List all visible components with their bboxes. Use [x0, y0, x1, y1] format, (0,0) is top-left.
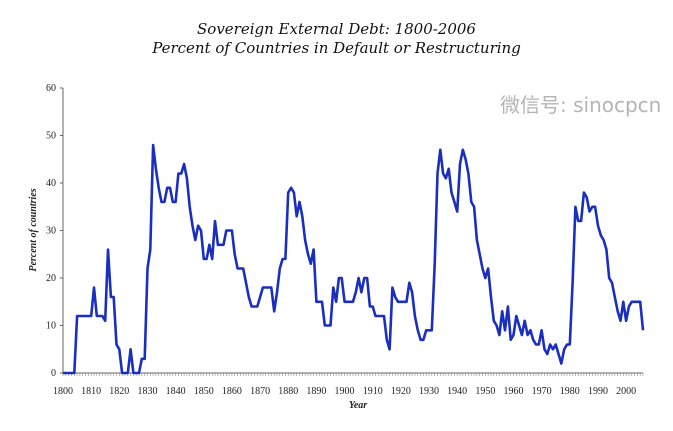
- chart-subtitle: Percent of Countries in Default or Restr…: [152, 39, 521, 57]
- x-tick-label: 1960: [503, 386, 523, 397]
- watermark: 微信号: sinocpcn: [500, 93, 661, 117]
- x-tick-label: 1950: [475, 386, 495, 397]
- x-tick-label: 1990: [588, 386, 608, 397]
- y-tick-label: 0: [51, 368, 56, 379]
- x-tick-label: 1830: [137, 386, 157, 397]
- x-tick-label: 1920: [391, 386, 411, 397]
- x-tick-label: 1840: [166, 386, 186, 397]
- x-tick-label: 1910: [363, 386, 383, 397]
- x-tick-label: 2000: [616, 386, 636, 397]
- x-tick-label: 1940: [447, 386, 467, 397]
- y-tick-label: 10: [46, 321, 56, 332]
- chart-title: Sovereign External Debt: 1800-2006: [197, 20, 476, 38]
- x-tick-label: 1890: [306, 386, 326, 397]
- x-tick-label: 1870: [250, 386, 270, 397]
- y-tick-label: 30: [46, 226, 56, 237]
- y-axis-label: Percent of countries: [28, 188, 39, 271]
- x-tick-label: 1850: [194, 386, 214, 397]
- x-tick-label: 1980: [560, 386, 580, 397]
- y-tick-label: 40: [46, 178, 56, 189]
- x-tick-label: 1930: [419, 386, 439, 397]
- x-tick-label: 1810: [81, 386, 101, 397]
- x-tick-label: 1820: [109, 386, 129, 397]
- x-tick-label: 1800: [53, 386, 73, 397]
- x-tick-label: 1970: [532, 386, 552, 397]
- y-tick-label: 20: [46, 273, 56, 284]
- series-line: [63, 143, 645, 375]
- x-tick-label: 1900: [335, 386, 355, 397]
- x-axis-label: Year: [349, 400, 367, 411]
- x-tick-label: 1880: [278, 386, 298, 397]
- y-tick-label: 50: [46, 131, 56, 142]
- x-tick-label: 1860: [222, 386, 242, 397]
- y-tick-label: 60: [46, 83, 56, 94]
